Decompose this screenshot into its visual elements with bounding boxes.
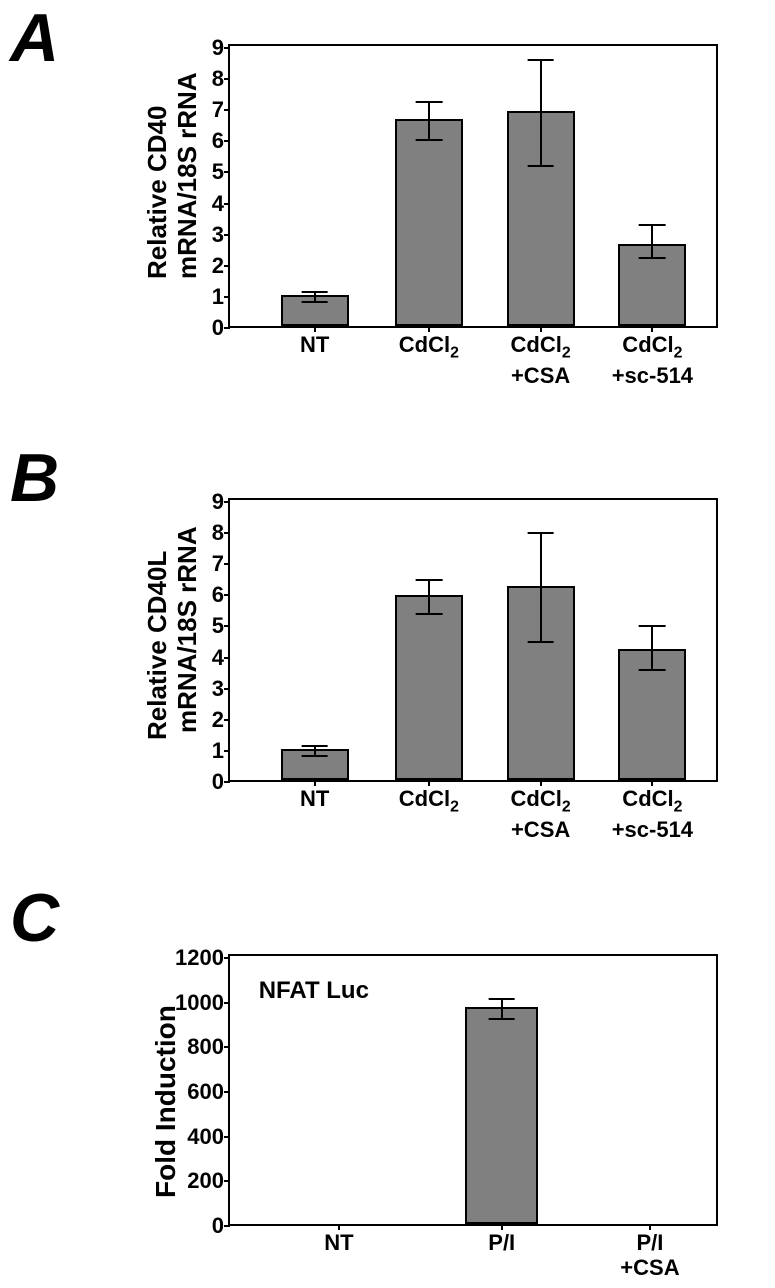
y-tick-label: 5 (212, 159, 230, 185)
y-tick-label: 400 (187, 1124, 230, 1150)
bar (395, 595, 463, 780)
plot-B: 0123456789NTCdCl2CdCl2+CSACdCl2+sc-514 (228, 498, 718, 782)
error-bar-cap (301, 301, 328, 303)
y-axis-title-B-2: mRNA/18S rRNA (172, 526, 203, 733)
error-bar-cap (488, 998, 515, 1000)
error-bar-cap (639, 625, 666, 627)
y-tick-label: 9 (212, 35, 230, 61)
y-tick-label: 9 (212, 489, 230, 515)
y-tick-label: 3 (212, 676, 230, 702)
y-tick-label: 1 (212, 284, 230, 310)
y-tick-label: 600 (187, 1079, 230, 1105)
y-tick-label: 4 (212, 645, 230, 671)
x-tick-label: CdCl2+sc-514 (612, 326, 693, 388)
x-tick-label: NT (300, 780, 329, 811)
y-tick-label: 0 (212, 315, 230, 341)
error-bar-line (540, 533, 542, 642)
y-tick-label: 1200 (175, 945, 230, 971)
x-tick-label: NT (300, 326, 329, 357)
error-bar-cap (415, 613, 442, 615)
error-bar-line (540, 60, 542, 166)
error-bar-cap (527, 532, 554, 534)
error-bar-line (501, 999, 503, 1019)
panel-label-B: B (10, 444, 59, 512)
figure-root: A0123456789NTCdCl2CdCl2+CSACdCl2+sc-514R… (0, 0, 775, 1288)
y-axis-title-A-2: mRNA/18S rRNA (172, 72, 203, 279)
y-tick-label: 200 (187, 1168, 230, 1194)
y-tick-label: 4 (212, 191, 230, 217)
error-bar-line (651, 626, 653, 670)
error-bar-cap (415, 139, 442, 141)
y-axis-title-A-1: Relative CD40 (142, 106, 173, 279)
error-bar-cap (301, 745, 328, 747)
x-tick-label: CdCl2+sc-514 (612, 780, 693, 842)
error-bar-cap (415, 579, 442, 581)
y-tick-label: 2 (212, 253, 230, 279)
y-tick-label: 5 (212, 613, 230, 639)
y-tick-label: 800 (187, 1034, 230, 1060)
bar (465, 1007, 538, 1224)
x-tick-label: CdCl2 (399, 326, 459, 363)
y-tick-label: 7 (212, 97, 230, 123)
y-tick-label: 2 (212, 707, 230, 733)
x-tick-label: P/I+CSA (620, 1224, 679, 1281)
panel-label-C: C (10, 884, 59, 952)
error-bar-cap (415, 101, 442, 103)
error-bar-line (428, 102, 430, 139)
plot-A: 0123456789NTCdCl2CdCl2+CSACdCl2+sc-514 (228, 44, 718, 328)
error-bar-cap (527, 165, 554, 167)
panel-label-A: A (10, 4, 59, 72)
y-tick-label: 6 (212, 128, 230, 154)
y-tick-label: 6 (212, 582, 230, 608)
x-tick-label: CdCl2+CSA (511, 780, 571, 842)
x-tick-label: CdCl2 (399, 780, 459, 817)
y-axis-title-C: Fold Induction (150, 1005, 182, 1198)
y-tick-label: 8 (212, 520, 230, 546)
error-bar-cap (301, 755, 328, 757)
error-bar-cap (639, 224, 666, 226)
plot-C: 020040060080010001200NTP/IP/I+CSANFAT Lu… (228, 954, 718, 1226)
y-axis-title-B-1: Relative CD40L (142, 551, 173, 740)
y-tick-label: 7 (212, 551, 230, 577)
error-bar-cap (639, 257, 666, 259)
y-tick-label: 1000 (175, 990, 230, 1016)
y-tick-label: 0 (212, 769, 230, 795)
error-bar-cap (527, 641, 554, 643)
x-tick-label: P/I (488, 1224, 515, 1255)
y-tick-label: 3 (212, 222, 230, 248)
x-tick-label: NT (324, 1224, 353, 1255)
inset-label-C: NFAT Luc (259, 977, 369, 1005)
error-bar-cap (488, 1018, 515, 1020)
error-bar-cap (527, 59, 554, 61)
error-bar-line (651, 225, 653, 258)
y-tick-label: 1 (212, 738, 230, 764)
y-tick-label: 8 (212, 66, 230, 92)
bar (395, 119, 463, 326)
x-tick-label: CdCl2+CSA (511, 326, 571, 388)
error-bar-line (428, 580, 430, 614)
error-bar-cap (639, 669, 666, 671)
error-bar-cap (301, 291, 328, 293)
y-tick-label: 0 (212, 1213, 230, 1239)
